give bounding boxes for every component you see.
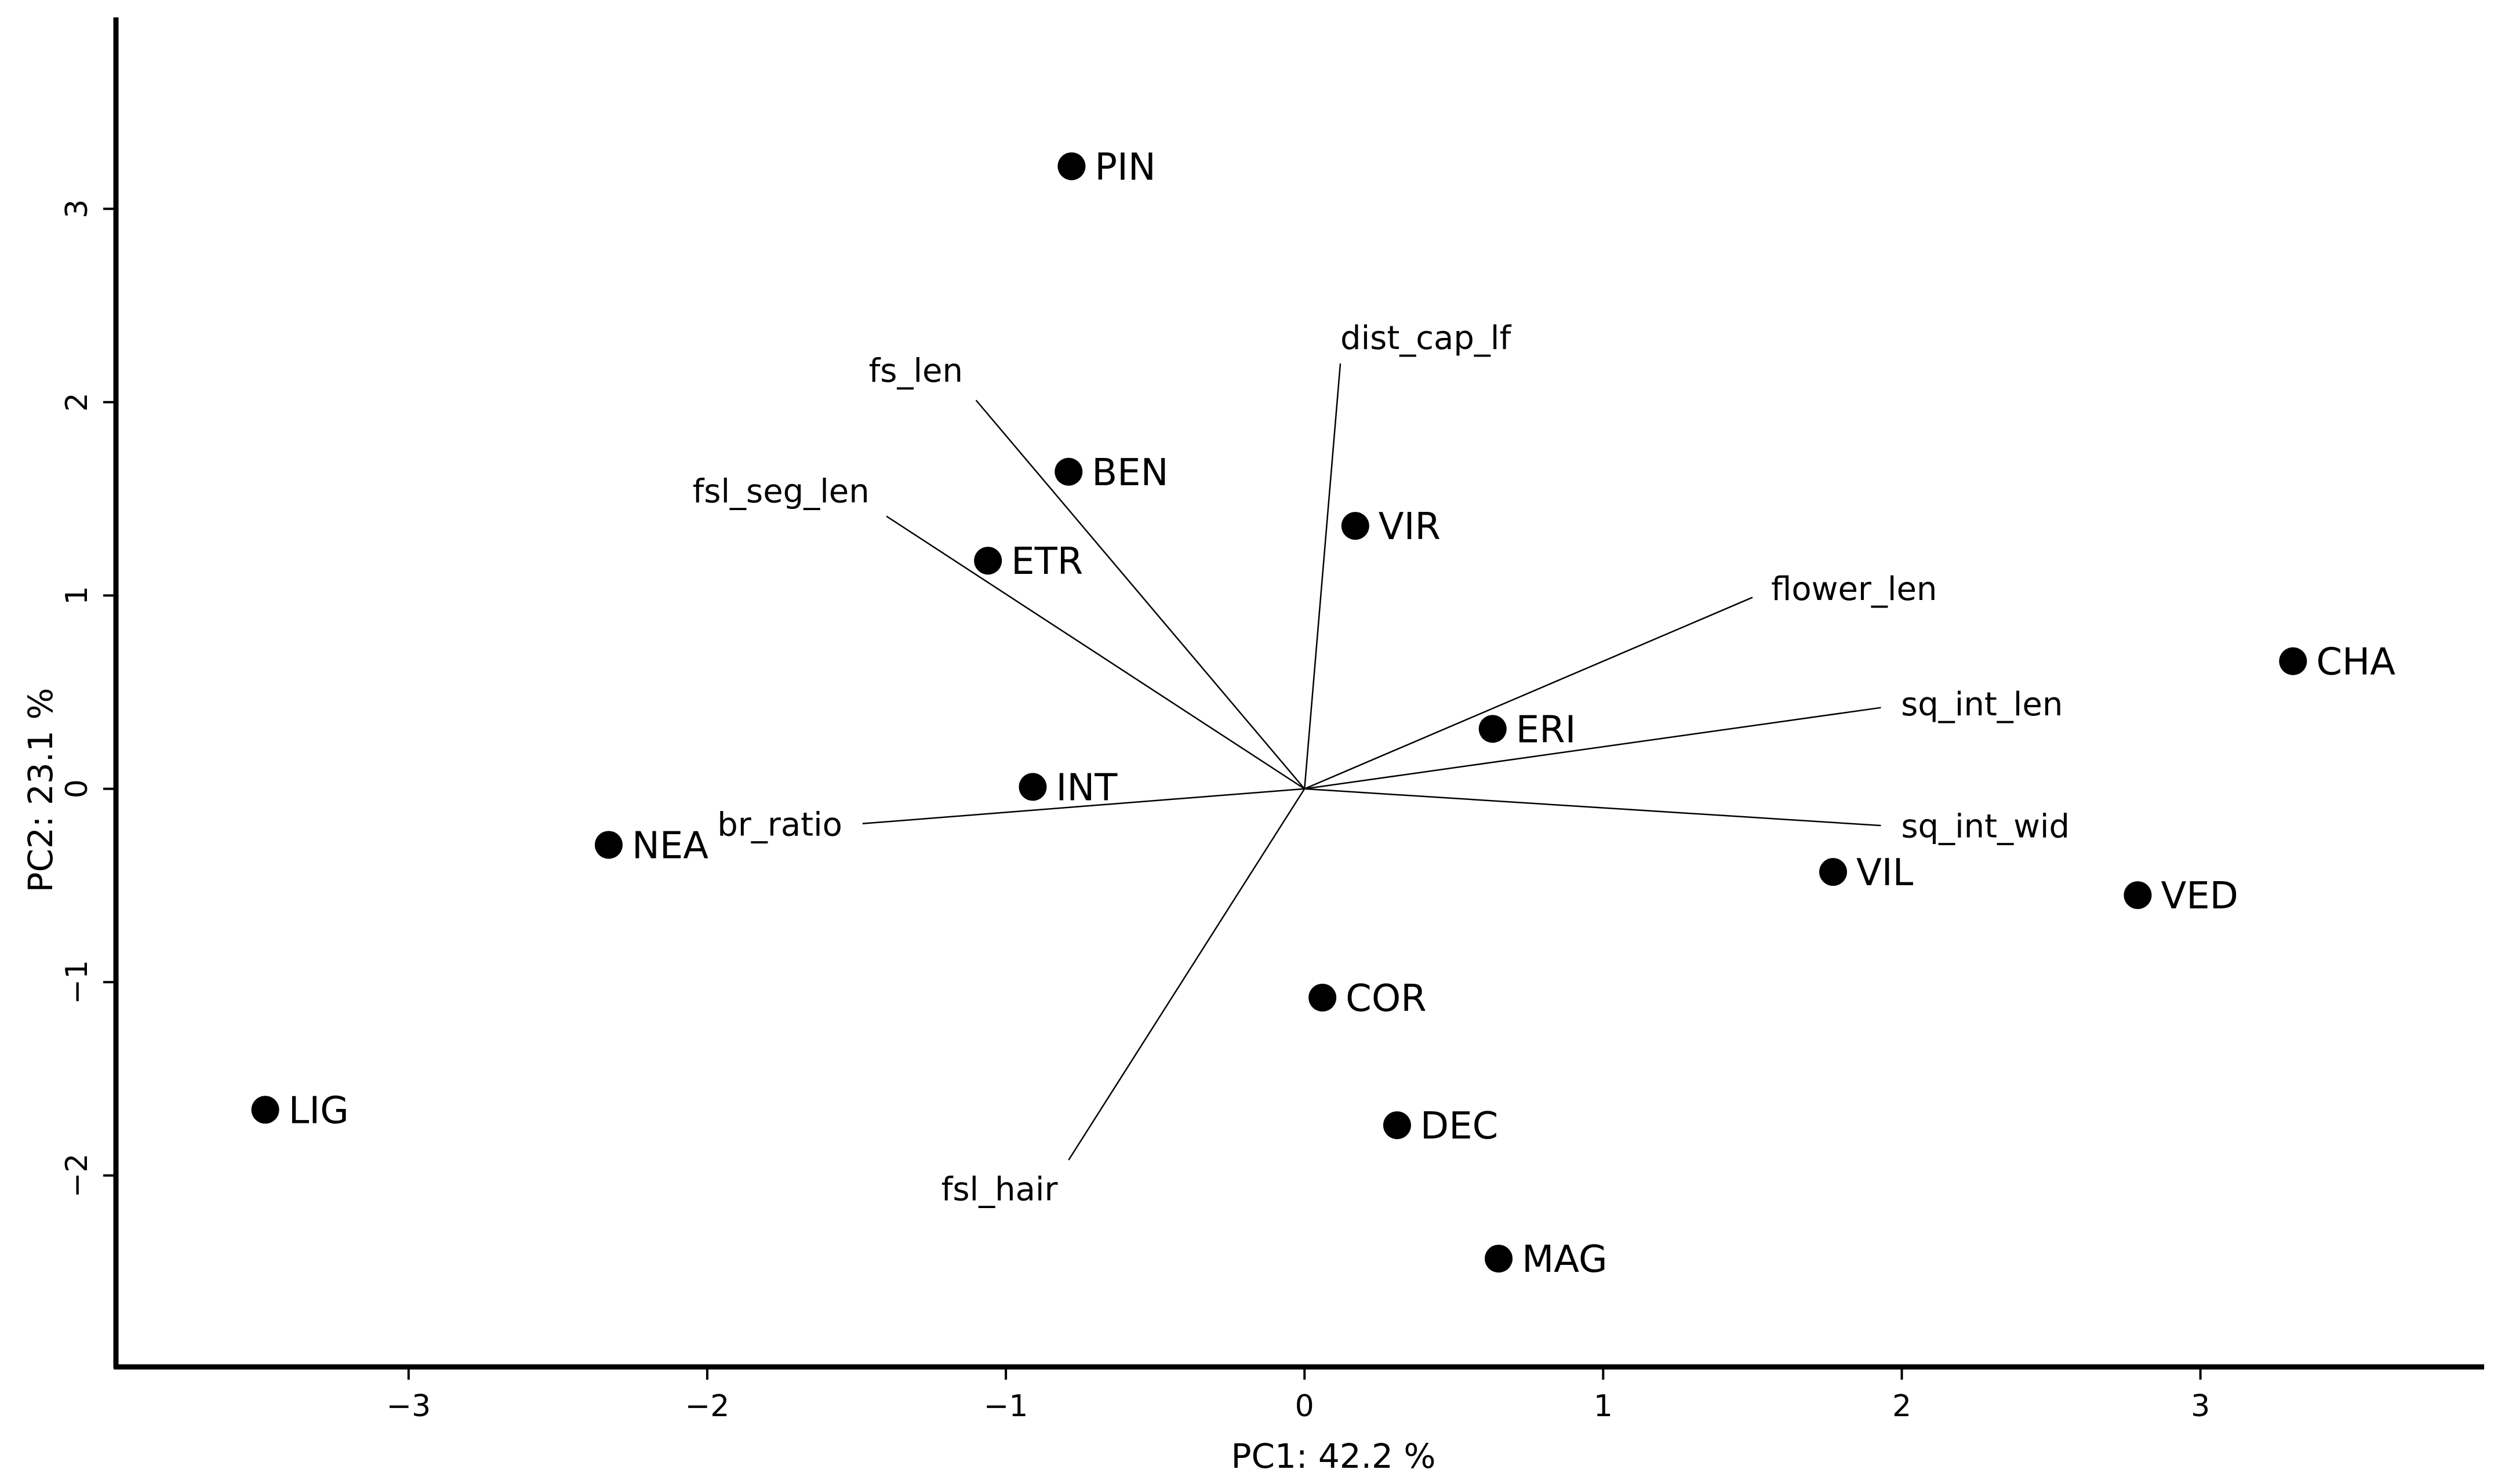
data-point [1485,1245,1513,1273]
loading-label: fsl_seg_len [693,472,870,510]
data-point [251,1096,279,1124]
y-tick-label: 0 [60,779,94,798]
y-tick-label: −1 [60,960,94,1005]
x-tick-label: 0 [1295,1389,1314,1424]
axis-ticks: −3 −2 −1 0 1 2 3 −2 −1 0 1 2 3 [60,199,2210,1424]
loading-label: dist_cap_lf [1340,319,1511,357]
data-point [2279,647,2307,675]
data-point [594,831,623,859]
loading-vector [862,788,1305,825]
data-point [1057,152,1086,180]
y-tick-label: 2 [60,392,94,412]
loading-label: flower_len [1771,570,1937,608]
data-point [974,547,1002,575]
loading-label: fs_len [869,352,963,390]
x-tick-label: −1 [984,1389,1028,1424]
x-axis-title: PC1: 42.2 % [1231,1436,1435,1476]
loading-vector [1304,788,1881,827]
data-point [1478,715,1507,743]
data-point [1308,983,1337,1012]
y-tick-label: 3 [60,199,94,219]
axes [113,17,2484,1370]
loading-label: br_ratio [717,806,842,844]
point-label: ETR [1011,540,1083,583]
loading-vector [975,399,1306,790]
data-point [1341,512,1369,540]
x-tick-label: 1 [1594,1389,1613,1424]
x-tick-label: −3 [387,1389,431,1424]
data-point [2124,881,2152,910]
loading-vector [1068,788,1306,1161]
loading-label: fsl_hair [941,1171,1059,1209]
loading-label: sq_int_len [1901,686,2063,723]
loading-vector [1304,596,1753,790]
x-tick-label: 3 [2191,1389,2210,1424]
point-label: VED [2161,875,2238,918]
sample-points: PIN BEN VIR ETR CHA ERI INT NEA VIL VED COR LIG DEC M… [251,146,2395,1281]
point-label: CHA [2316,641,2395,684]
data-point [1055,457,1083,486]
x-tick-label: 2 [1892,1389,1911,1424]
loading-vectors: dist_cap_lf fs_len fsl_seg_len flower_lensq… [693,319,2070,1209]
data-point [1819,858,1848,886]
point-label: NEA [632,824,708,867]
point-label: MAG [1522,1238,1607,1281]
point-label: LIG [289,1089,349,1132]
point-label: ERI [1516,708,1576,751]
point-label: INT [1056,766,1118,809]
loading-vector [1304,707,1881,790]
point-label: PIN [1095,146,1155,189]
point-label: COR [1346,977,1427,1020]
loading-label: sq_int_wid [1901,808,2070,845]
loading-vector [886,515,1305,790]
y-tick-label: −2 [60,1153,94,1198]
data-point [1019,773,1047,801]
point-label: VIR [1379,505,1441,548]
loading-vector [1303,363,1341,789]
y-axis-title: PC2: 23.1 % [21,688,60,892]
point-label: VIL [1856,852,1914,894]
point-label: DEC [1420,1105,1498,1148]
x-tick-label: −2 [685,1389,730,1424]
point-label: BEN [1092,452,1168,494]
data-point [1383,1111,1411,1140]
y-tick-label: 1 [60,586,94,605]
